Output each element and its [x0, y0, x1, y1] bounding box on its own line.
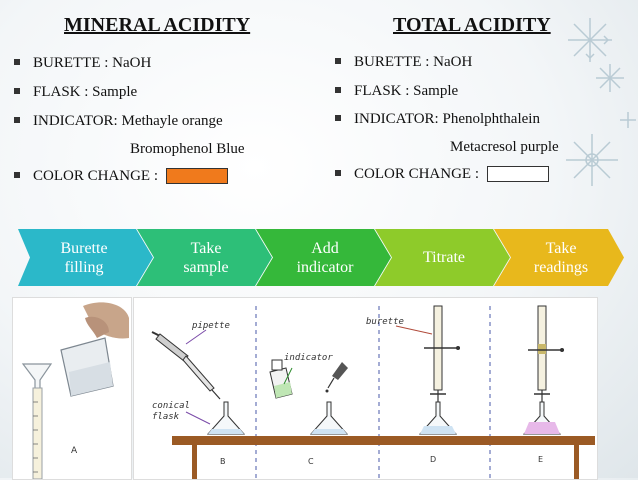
total-indicator-item: INDICATOR: Phenolphthalein — [335, 111, 540, 128]
step-take-sample: Take sample — [137, 229, 272, 286]
step-1-line2: filling — [64, 258, 104, 276]
total-acidity-title: TOTAL ACIDITY — [393, 14, 551, 36]
mineral-burette-item: BURETTE : NaOH — [14, 55, 151, 72]
step-4-line1: Titrate — [422, 249, 466, 266]
photo-label-a: A — [71, 446, 78, 456]
mineral-flask-text: FLASK : Sample — [33, 84, 138, 100]
step-arrow-shape — [256, 229, 391, 286]
step-arrow-shape — [137, 229, 272, 286]
mineral-color-change-text: COLOR CHANGE : — [33, 168, 159, 184]
label-d: D — [430, 455, 436, 464]
mineral-burette-text: BURETTE : NaOH — [33, 55, 152, 71]
mineral-color-swatch — [166, 167, 229, 184]
mineral-acidity-title: MINERAL ACIDITY — [64, 14, 251, 36]
mineral-flask-item: FLASK : Sample — [14, 84, 137, 101]
step-5-line2: readings — [533, 258, 589, 276]
total-flask-text: FLASK : Sample — [354, 83, 459, 99]
dropper-drawing — [325, 362, 348, 393]
total-burette-text: BURETTE : NaOH — [354, 54, 473, 70]
step-1-line1: Burette — [60, 239, 108, 257]
step-arrow-shape — [375, 229, 510, 286]
total-color-change-item: COLOR CHANGE : — [335, 165, 550, 183]
mineral-indicator-alt: Bromophenol Blue — [130, 141, 245, 157]
step-2-line2: sample — [183, 258, 229, 276]
step-burette-filling: Burette filling — [18, 229, 153, 286]
step-5-line1: Take — [545, 239, 577, 257]
total-burette-item: BURETTE : NaOH — [335, 54, 472, 71]
total-flask-item: FLASK : Sample — [335, 83, 458, 100]
label-c: C — [308, 457, 314, 466]
bullet-icon — [14, 171, 20, 178]
label-b: B — [220, 457, 226, 466]
process-flow: Burette filling Take sample Add indicator T… — [18, 229, 628, 286]
step-take-readings: Take readings — [494, 229, 624, 286]
bullet-icon — [335, 114, 341, 121]
total-color-swatch — [487, 165, 550, 182]
burette-drawing-e — [528, 305, 564, 402]
conical-label-1: conical — [152, 401, 190, 411]
burette-drawing-d — [424, 305, 460, 402]
pipette-drawing — [151, 331, 221, 400]
bullet-icon — [335, 57, 341, 64]
mineral-color-change-item: COLOR CHANGE : — [14, 167, 229, 185]
mineral-indicator-item: INDICATOR: Methayle orange — [14, 113, 223, 130]
total-color-change-text: COLOR CHANGE : — [354, 166, 480, 182]
total-indicator-text: INDICATOR: Phenolphthalein — [354, 111, 540, 127]
bullet-icon — [335, 86, 341, 93]
step-arrow-shape — [18, 229, 153, 286]
mineral-indicator-text: INDICATOR: Methayle orange — [33, 113, 223, 129]
bullet-icon — [14, 116, 20, 123]
indicator-bottle — [269, 359, 293, 399]
bullet-icon — [14, 87, 20, 94]
burette-filling-photo: A — [12, 297, 132, 480]
snowflake-decoration — [566, 18, 636, 186]
label-e: E — [538, 455, 543, 464]
bullet-icon — [335, 169, 341, 176]
step-3-line2: indicator — [296, 258, 354, 276]
conical-label-2: flask — [152, 412, 180, 422]
total-indicator-alt: Metacresol purple — [450, 139, 559, 155]
pipette-label: pipette — [191, 321, 230, 331]
step-arrow-shape — [494, 229, 624, 286]
step-2-line1: Take — [190, 239, 222, 257]
titration-steps-diagram: pipette conical flask B indicator C — [133, 297, 598, 480]
indicator-label: indicator — [284, 353, 333, 363]
burette-label: burette — [366, 317, 404, 327]
step-3-line1: Add — [311, 239, 339, 257]
step-titrate: Titrate — [375, 229, 510, 286]
step-add-indicator: Add indicator — [256, 229, 391, 286]
bullet-icon — [14, 58, 20, 65]
